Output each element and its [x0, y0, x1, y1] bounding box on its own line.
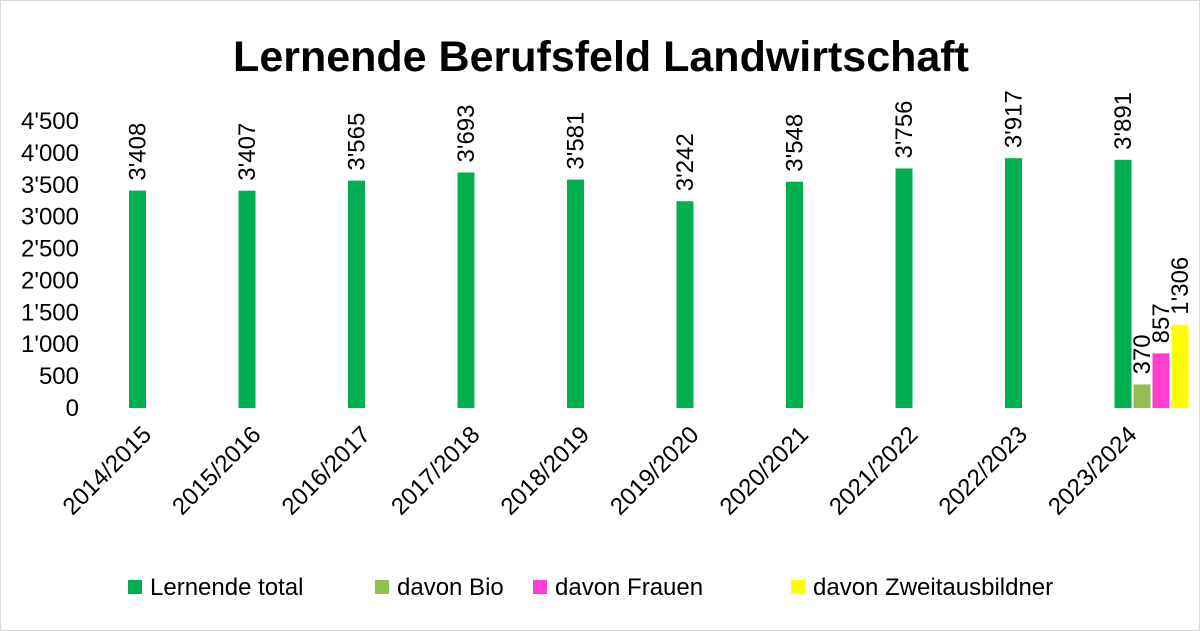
legend-swatch	[533, 580, 547, 594]
bar	[567, 179, 584, 408]
legend: Lernende total davon Bio davon Frauen davon…	[128, 574, 1053, 601]
data-label: 3'407	[234, 123, 261, 181]
chart-title: Lernende Berufsfeld Landwirtschaft	[233, 33, 969, 81]
bar	[1005, 158, 1022, 408]
x-tick-label: 2016/2017	[277, 421, 376, 520]
data-label: 3'917	[1001, 90, 1028, 148]
bar	[1133, 384, 1151, 408]
bar	[1152, 353, 1170, 408]
legend-swatch	[375, 580, 389, 594]
legend-swatch	[791, 580, 805, 594]
x-tick-label: 2015/2016	[167, 421, 266, 520]
bar	[1114, 159, 1132, 408]
x-tick-label: 2022/2023	[934, 421, 1033, 520]
data-label: 3'408	[125, 123, 152, 181]
y-tick-label: 1'500	[21, 299, 79, 326]
x-tick-label: 2014/2015	[58, 421, 157, 520]
x-tick-label: 2023/2024	[1043, 421, 1142, 520]
y-tick-label: 3'000	[21, 204, 79, 231]
data-label: 3'242	[672, 133, 699, 191]
y-tick-label: 4'000	[21, 140, 79, 167]
legend-label: davon Bio	[397, 574, 504, 601]
y-tick-label: 4'500	[21, 108, 79, 135]
bar	[676, 201, 694, 408]
x-tick-label: 2017/2018	[386, 421, 485, 520]
y-tick-label: 500	[39, 363, 79, 390]
data-label: 1'306	[1167, 257, 1194, 315]
data-label: 370	[1129, 334, 1156, 374]
bar	[348, 180, 365, 408]
data-label: 3'581	[563, 112, 590, 170]
legend-label: davon Frauen	[555, 574, 703, 601]
bars	[129, 158, 1189, 408]
data-labels: 3'408 3'407 3'565 3'693 3'581 3'242 3'548 3'756…	[125, 90, 1195, 374]
x-tick-label: 2021/2022	[824, 421, 923, 520]
legend-swatch	[128, 580, 142, 594]
data-label: 3'756	[891, 100, 918, 158]
data-label: 3'548	[782, 114, 809, 172]
bar	[457, 172, 475, 408]
y-tick-label: 3'500	[21, 172, 79, 199]
y-tick-label: 0	[66, 395, 79, 422]
bar	[895, 168, 913, 408]
data-label: 3'565	[344, 113, 371, 171]
x-tick-label: 2019/2020	[605, 421, 704, 520]
x-tick-label: 2018/2019	[496, 421, 595, 520]
legend-label: davon Zweitausbildner	[813, 574, 1053, 601]
y-tick-label: 2'500	[21, 236, 79, 263]
x-axis: 2014/2015 2015/2016 2016/2017 2017/2018 2018…	[58, 421, 1143, 520]
bar	[129, 190, 146, 408]
y-tick-label: 2'000	[21, 267, 79, 294]
y-tick-label: 1'000	[21, 331, 79, 358]
data-label: 3'693	[453, 104, 480, 162]
data-label: 3'891	[1110, 92, 1137, 150]
legend-label: Lernende total	[150, 574, 303, 601]
data-label: 857	[1148, 303, 1175, 343]
bar	[238, 190, 256, 408]
x-tick-label: 2020/2021	[715, 421, 814, 520]
bar	[786, 181, 803, 408]
y-axis: 0 500 1'000 1'500 2'000 2'500 3'000 3'500 4'000 4…	[21, 108, 79, 422]
bar	[1171, 324, 1189, 408]
